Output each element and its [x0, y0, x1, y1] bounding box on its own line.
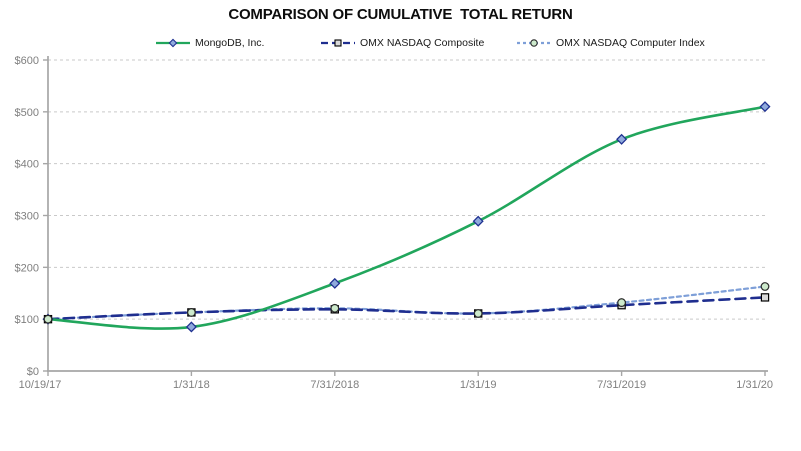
chart-title: COMPARISON OF CUMULATIVE TOTAL RETURN — [228, 6, 573, 23]
series-line-omx-nasdaq-composite — [46, 296, 767, 321]
x-tick-label: 10/19/17 — [19, 379, 62, 391]
y-tick-label: $0 — [27, 366, 39, 378]
x-tick-label: 1/31/19 — [460, 379, 497, 391]
legend-label: OMX NASDAQ Computer Index — [556, 37, 705, 49]
x-tick-label: 7/31/2018 — [310, 379, 359, 391]
legend-item-mongodb-inc: MongoDB, Inc. — [155, 36, 264, 50]
data-point-circle — [617, 298, 626, 307]
y-tick-label: $200 — [15, 262, 39, 274]
data-point-circle — [473, 309, 483, 318]
data-point-circle — [330, 303, 340, 313]
legend-item-omx-nasdaq-composite: OMX NASDAQ Composite — [320, 36, 484, 50]
data-point-square — [760, 293, 770, 302]
series-line-mongodb-inc — [46, 105, 767, 330]
x-tick-label: 1/31/20 — [736, 379, 773, 391]
data-point-circle — [186, 308, 196, 317]
legend-item-omx-nasdaq-computer-index: OMX NASDAQ Computer Index — [516, 36, 705, 50]
x-tick-label: 1/31/18 — [173, 379, 210, 391]
y-tick-label: $300 — [15, 211, 39, 223]
data-point-diamond — [185, 321, 197, 333]
y-tick-label: $100 — [15, 314, 39, 326]
legend-label: MongoDB, Inc. — [195, 37, 265, 49]
data-point-diamond — [472, 215, 484, 227]
data-point-diamond — [329, 277, 341, 289]
legend-label: OMX NASDAQ Composite — [360, 37, 485, 49]
legend-swatch-circle-icon — [517, 39, 551, 47]
legend-swatch-diamond-icon — [156, 38, 190, 48]
data-point-diamond — [759, 101, 771, 113]
x-tick-label: 7/31/2019 — [597, 379, 646, 391]
y-tick-label: $600 — [15, 55, 39, 67]
data-point-circle — [760, 282, 770, 291]
legend-swatch-square-icon — [321, 39, 355, 47]
data-point-circle — [43, 314, 53, 324]
data-point-diamond — [616, 133, 628, 145]
chart-legend: MongoDB, Inc. OMX NASDAQ Composite OMX NAS… — [0, 36, 801, 52]
y-tick-label: $500 — [15, 107, 39, 119]
y-tick-label: $400 — [15, 159, 39, 171]
